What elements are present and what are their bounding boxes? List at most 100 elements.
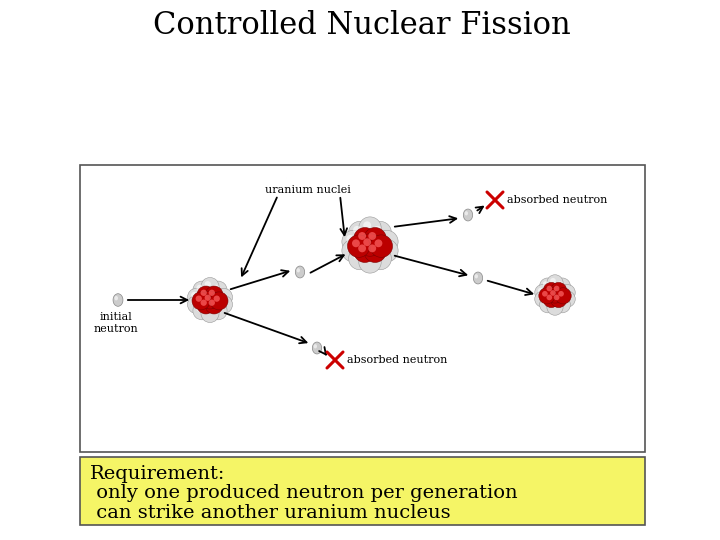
Circle shape [187, 295, 205, 314]
Circle shape [538, 288, 544, 293]
Circle shape [204, 308, 211, 314]
Circle shape [538, 294, 544, 300]
Circle shape [205, 296, 223, 314]
Text: can strike another uranium nucleus: can strike another uranium nucleus [90, 504, 451, 522]
Circle shape [539, 278, 556, 294]
Circle shape [209, 300, 215, 306]
Circle shape [201, 278, 219, 295]
Circle shape [342, 239, 364, 262]
Circle shape [551, 292, 567, 308]
Circle shape [204, 281, 211, 287]
Circle shape [380, 235, 388, 243]
Circle shape [342, 231, 364, 253]
Circle shape [369, 245, 376, 252]
Circle shape [544, 282, 559, 299]
Circle shape [554, 286, 559, 292]
Circle shape [550, 302, 556, 308]
Circle shape [369, 247, 392, 270]
Circle shape [562, 294, 568, 300]
Circle shape [348, 221, 371, 244]
Circle shape [550, 278, 556, 284]
Circle shape [358, 232, 366, 240]
Ellipse shape [473, 272, 482, 284]
Text: absorbed neutron: absorbed neutron [507, 195, 608, 205]
Circle shape [200, 291, 218, 308]
Bar [80, 457, 645, 525]
Circle shape [214, 295, 220, 302]
Ellipse shape [114, 296, 118, 300]
Circle shape [547, 299, 563, 315]
Circle shape [364, 227, 387, 250]
Circle shape [558, 291, 564, 296]
Circle shape [539, 296, 556, 313]
Circle shape [353, 252, 361, 260]
Circle shape [559, 285, 575, 301]
Circle shape [210, 292, 228, 310]
Circle shape [218, 299, 225, 306]
Circle shape [359, 251, 382, 273]
Circle shape [358, 245, 366, 252]
Circle shape [352, 239, 360, 247]
Circle shape [542, 291, 548, 296]
Ellipse shape [474, 274, 478, 279]
Circle shape [212, 306, 219, 312]
Circle shape [346, 244, 354, 252]
Circle shape [191, 292, 197, 298]
Circle shape [364, 240, 387, 262]
Circle shape [376, 239, 398, 262]
Circle shape [201, 291, 219, 309]
Circle shape [209, 289, 215, 296]
Circle shape [196, 295, 202, 302]
Text: uranium nuclei: uranium nuclei [265, 185, 351, 195]
Circle shape [205, 286, 223, 304]
Circle shape [197, 296, 215, 314]
Circle shape [376, 231, 398, 253]
Circle shape [358, 233, 380, 255]
Circle shape [348, 247, 371, 270]
Circle shape [374, 226, 382, 234]
Circle shape [201, 305, 219, 322]
Circle shape [187, 288, 205, 306]
Circle shape [348, 235, 370, 258]
Circle shape [192, 292, 210, 310]
Circle shape [554, 295, 559, 300]
Circle shape [364, 221, 371, 229]
Circle shape [546, 286, 552, 292]
Circle shape [362, 238, 370, 246]
Ellipse shape [464, 209, 472, 221]
Circle shape [201, 289, 207, 296]
Circle shape [215, 295, 233, 314]
Circle shape [370, 235, 392, 258]
Circle shape [364, 238, 371, 246]
Circle shape [353, 226, 361, 234]
Circle shape [554, 278, 570, 294]
Circle shape [369, 232, 376, 240]
Circle shape [546, 287, 562, 303]
Circle shape [544, 292, 559, 308]
Circle shape [550, 290, 556, 296]
Circle shape [562, 288, 568, 293]
Ellipse shape [295, 266, 305, 278]
Circle shape [209, 281, 227, 299]
Circle shape [369, 221, 392, 244]
Circle shape [546, 295, 552, 300]
Circle shape [359, 217, 382, 239]
Circle shape [209, 302, 227, 320]
Text: absorbed neutron: absorbed neutron [347, 355, 447, 365]
Circle shape [547, 287, 563, 303]
Circle shape [204, 295, 211, 301]
Circle shape [346, 235, 354, 243]
Ellipse shape [312, 342, 322, 354]
Circle shape [204, 294, 210, 300]
Text: initial
neutron: initial neutron [94, 312, 138, 334]
Bar [80, 165, 645, 452]
Circle shape [201, 300, 207, 306]
Circle shape [197, 285, 203, 291]
Circle shape [535, 291, 551, 307]
Circle shape [374, 252, 382, 260]
Text: Controlled Nuclear Fission: Controlled Nuclear Fission [153, 10, 571, 41]
Circle shape [374, 239, 382, 247]
Circle shape [354, 240, 376, 262]
Text: Requirement:: Requirement: [90, 465, 225, 483]
Ellipse shape [314, 344, 317, 348]
